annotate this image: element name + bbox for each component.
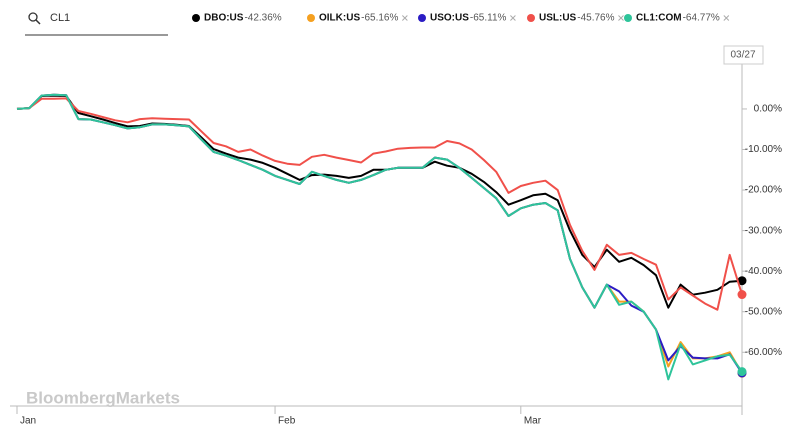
- series-line: [16, 94, 743, 309]
- series-line: [16, 93, 743, 374]
- legend-value: -64.77%: [683, 13, 720, 24]
- search-icon-handle: [35, 19, 41, 25]
- date-label: 03/27: [730, 50, 755, 61]
- legend-remove: [402, 15, 408, 21]
- series-line: [16, 97, 743, 311]
- legend-swatch: [527, 14, 535, 22]
- legend-name: DBO:US: [204, 13, 244, 24]
- watermark: BloombergMarkets: [26, 388, 180, 407]
- search-query: CL1: [50, 12, 70, 24]
- legend-value: -65.16%: [361, 13, 398, 24]
- legend-item[interactable]: CL1:COM -64.77%: [624, 13, 730, 24]
- search-box[interactable]: CL1: [25, 12, 168, 36]
- end-dot: [737, 276, 747, 286]
- end-dot: [737, 290, 747, 300]
- series-line: [16, 93, 743, 374]
- legend-item[interactable]: USO:US -65.11%: [418, 13, 516, 24]
- legend-value: -42.36%: [244, 13, 281, 24]
- search-icon: [28, 12, 38, 22]
- legend-item[interactable]: OILK:US -65.16%: [307, 13, 408, 24]
- legend-value: -45.76%: [577, 13, 614, 24]
- y-tick-label: -40.00%: [745, 266, 782, 277]
- series-line: [16, 93, 743, 381]
- y-tick-label: -30.00%: [745, 225, 782, 236]
- legend-name: CL1:COM: [636, 13, 682, 24]
- legend-remove: [618, 15, 624, 21]
- legend-remove: [510, 15, 516, 21]
- end-dot: [737, 367, 747, 377]
- legend-swatch: [624, 14, 632, 22]
- legend-swatch: [307, 14, 315, 22]
- legend-item[interactable]: USL:US -45.76%: [527, 13, 624, 24]
- legend-name: USL:US: [539, 13, 577, 24]
- y-tick-label: 0.00%: [754, 104, 782, 115]
- y-tick-label: -50.00%: [745, 306, 782, 317]
- legend-value: -65.11%: [470, 13, 507, 24]
- date-label-box: [723, 45, 764, 65]
- legend-remove: [723, 15, 730, 21]
- y-tick-label: -60.00%: [745, 347, 782, 358]
- legend-item[interactable]: DBO:US -42.36%: [192, 13, 282, 24]
- x-tick-label: Jan: [20, 416, 36, 427]
- legend-swatch: [418, 14, 426, 22]
- y-tick-label: -10.00%: [745, 144, 782, 155]
- legend-name: OILK:US: [319, 13, 360, 24]
- y-tick-label: -20.00%: [745, 185, 782, 196]
- legend-swatch: [192, 14, 200, 22]
- x-tick-label: Feb: [278, 416, 296, 427]
- x-tick-label: Mar: [524, 416, 542, 427]
- legend-name: USO:US: [430, 13, 469, 24]
